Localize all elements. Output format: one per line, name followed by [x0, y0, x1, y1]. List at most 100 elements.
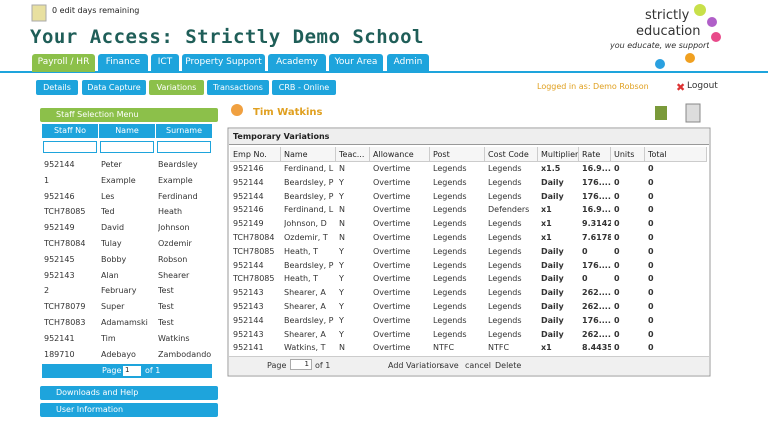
- grid-cell[interactable]: Shearer, A: [284, 302, 326, 311]
- grid-cell[interactable]: Legends: [488, 177, 522, 187]
- grid-cell[interactable]: 176....: [582, 315, 611, 325]
- staff-cell[interactable]: 2: [44, 286, 50, 296]
- grid-column-header[interactable]: Emp No.: [230, 147, 281, 162]
- staff-cell[interactable]: TCH78084: [44, 239, 86, 248]
- grid-cell[interactable]: Y: [339, 329, 344, 339]
- grid-cell[interactable]: 952141: [233, 343, 264, 353]
- grid-cell[interactable]: Legends: [433, 260, 467, 270]
- nav-tab[interactable]: Your Area: [329, 54, 383, 72]
- grid-cell[interactable]: Watkins, T: [284, 343, 326, 353]
- grid-cell[interactable]: Legends: [433, 219, 467, 229]
- grid-cell[interactable]: Y: [339, 177, 344, 187]
- grid-cell[interactable]: Legends: [433, 329, 467, 339]
- staff-column-header[interactable]: Staff No: [42, 124, 98, 138]
- pager-input[interactable]: 1: [123, 366, 141, 376]
- grid-cell[interactable]: Overtime: [373, 219, 411, 229]
- toolbar-action[interactable]: save: [440, 361, 459, 370]
- grid-cell[interactable]: 0: [648, 343, 654, 353]
- sub-tab[interactable]: Transactions: [207, 80, 269, 95]
- grid-cell[interactable]: Legends: [433, 302, 467, 311]
- staff-cell[interactable]: David: [101, 223, 125, 233]
- grid-cell[interactable]: Overtime: [373, 315, 411, 325]
- toolbar-action[interactable]: Delete: [495, 361, 522, 370]
- grid-cell[interactable]: 0: [648, 315, 654, 325]
- staff-cell[interactable]: Johnson: [158, 223, 190, 233]
- staff-column-header[interactable]: Surname: [156, 124, 212, 138]
- grid-cell[interactable]: Y: [339, 274, 344, 284]
- grid-cell[interactable]: 952146: [233, 164, 264, 173]
- grid-column-header[interactable]: Name: [281, 147, 336, 162]
- grid-cell[interactable]: 176....: [582, 191, 611, 201]
- grid-cell[interactable]: NTFC: [433, 343, 455, 353]
- tool-icon[interactable]: [655, 106, 667, 120]
- toolbar-action[interactable]: cancel: [465, 361, 491, 370]
- grid-cell[interactable]: Ozdemir, T: [284, 233, 328, 242]
- grid-cell[interactable]: x1: [541, 343, 552, 353]
- sub-tab[interactable]: CRB - Online: [272, 80, 336, 95]
- logout-icon[interactable]: ✖: [676, 81, 685, 94]
- grid-cell[interactable]: 952144: [233, 260, 264, 270]
- grid-cell[interactable]: Overtime: [373, 205, 411, 215]
- tool-icon[interactable]: [685, 103, 701, 123]
- grid-cell[interactable]: Overtime: [373, 177, 411, 187]
- grid-cell[interactable]: Overtime: [373, 302, 411, 311]
- staff-cell[interactable]: Super: [101, 302, 125, 312]
- sub-tab[interactable]: Details: [36, 80, 78, 95]
- grid-cell[interactable]: x1: [541, 219, 552, 229]
- grid-cell[interactable]: 0: [614, 164, 620, 173]
- grid-cell[interactable]: Overtime: [373, 164, 411, 173]
- grid-cell[interactable]: 952143: [233, 302, 264, 311]
- grid-cell[interactable]: 952144: [233, 315, 264, 325]
- grid-cell[interactable]: Legends: [488, 288, 522, 298]
- grid-cell[interactable]: Legends: [488, 246, 522, 256]
- grid-cell[interactable]: N: [339, 233, 345, 242]
- staff-cell[interactable]: Les: [101, 191, 115, 201]
- sub-tab[interactable]: Data Capture: [82, 80, 146, 95]
- grid-cell[interactable]: 0: [648, 246, 654, 256]
- grid-cell[interactable]: Y: [339, 288, 344, 298]
- grid-cell[interactable]: 0: [648, 233, 654, 242]
- grid-cell[interactable]: Legends: [433, 288, 467, 298]
- grid-cell[interactable]: 0: [582, 246, 588, 256]
- grid-cell[interactable]: Daily: [541, 329, 564, 339]
- staff-column-header[interactable]: Name: [99, 124, 155, 138]
- nav-tab[interactable]: Finance: [98, 54, 148, 72]
- grid-cell[interactable]: Legends: [488, 164, 522, 173]
- grid-cell[interactable]: 952146: [233, 205, 264, 215]
- grid-cell[interactable]: TCH78085: [233, 274, 275, 284]
- grid-cell[interactable]: 0: [614, 288, 620, 298]
- filter-input[interactable]: [157, 141, 211, 153]
- grid-cell[interactable]: Overtime: [373, 274, 411, 284]
- grid-cell[interactable]: 176....: [582, 260, 611, 270]
- grid-cell[interactable]: 0: [648, 177, 654, 187]
- nav-tab[interactable]: Admin: [387, 54, 429, 72]
- staff-cell[interactable]: 1: [44, 175, 50, 185]
- grid-cell[interactable]: 952144: [233, 191, 264, 201]
- side-panel[interactable]: Downloads and Help: [40, 386, 218, 400]
- grid-cell[interactable]: Beardsley, P: [284, 260, 334, 270]
- staff-cell[interactable]: Beardsley: [158, 160, 198, 169]
- grid-cell[interactable]: 0: [614, 343, 620, 353]
- grid-cell[interactable]: TCH78085: [233, 246, 275, 256]
- staff-cell[interactable]: Test: [158, 286, 174, 296]
- grid-cell[interactable]: 262....: [582, 329, 611, 339]
- grid-cell[interactable]: x1: [541, 233, 552, 242]
- grid-cell[interactable]: NTFC: [488, 343, 510, 353]
- grid-cell[interactable]: TCH78084: [233, 233, 275, 242]
- grid-cell[interactable]: 952149: [233, 219, 264, 229]
- staff-cell[interactable]: 952141: [44, 333, 75, 343]
- toolbar-page-input[interactable]: 1: [290, 359, 312, 370]
- staff-cell[interactable]: Peter: [101, 160, 122, 169]
- staff-cell[interactable]: Example: [101, 175, 136, 185]
- grid-cell[interactable]: 0: [614, 329, 620, 339]
- grid-column-header[interactable]: Post: [430, 147, 485, 162]
- grid-cell[interactable]: Legends: [433, 205, 467, 215]
- grid-cell[interactable]: Heath, T: [284, 274, 319, 284]
- grid-cell[interactable]: Overtime: [373, 191, 411, 201]
- grid-cell[interactable]: Legends: [433, 177, 467, 187]
- grid-cell[interactable]: Legends: [488, 233, 522, 242]
- grid-column-header[interactable]: Allowance: [370, 147, 430, 162]
- grid-cell[interactable]: Y: [339, 302, 344, 311]
- staff-cell[interactable]: Tim: [101, 333, 116, 343]
- grid-cell[interactable]: 0: [614, 177, 620, 187]
